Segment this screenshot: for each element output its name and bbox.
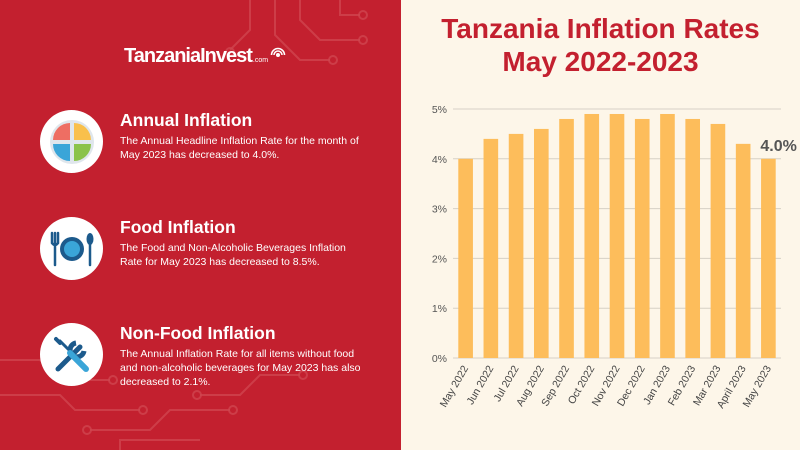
bar — [634, 118, 650, 359]
bar — [660, 113, 675, 358]
bar — [584, 113, 600, 358]
bar — [458, 158, 473, 358]
feature-non-food-inflation: Non-Food Inflation The Annual Inflation … — [40, 323, 380, 393]
feature-title: Annual Inflation — [120, 110, 253, 130]
left-panel: TanzaniaInvest .com Annual Inflation The… — [0, 0, 401, 450]
plate-fork-spoon-icon — [50, 231, 93, 266]
data-label: 4.0% — [760, 138, 796, 155]
bar — [685, 118, 701, 359]
signal-icon — [270, 47, 286, 57]
feature-food-inflation: Food Inflation The Food and Non-Alcoholi… — [40, 217, 380, 287]
bar — [710, 123, 726, 358]
brand-name: TanzaniaInvest — [124, 44, 253, 67]
y-tick-label: 4% — [432, 154, 447, 166]
chart-title-line2: May 2022-2023 — [502, 46, 699, 77]
bar — [735, 143, 751, 358]
feature-icon-circle — [40, 217, 103, 280]
bar — [533, 128, 549, 358]
y-tick-label: 3% — [432, 204, 447, 216]
feature-icon-circle — [40, 110, 103, 173]
bar — [559, 118, 574, 359]
feature-description: The Annual Headline Inflation Rate for t… — [120, 135, 359, 161]
bar — [609, 113, 625, 358]
feature-description: The Annual Inflation Rate for all items … — [120, 348, 361, 388]
bar — [483, 138, 499, 358]
chart-title: Tanzania Inflation Rates May 2022-2023 — [401, 12, 800, 78]
brand-logo: TanzaniaInvest .com — [124, 42, 286, 70]
wrench-screwdriver-icon — [53, 336, 89, 372]
brand-suffix: .com — [252, 56, 269, 64]
feature-title: Food Inflation — [120, 217, 236, 237]
y-tick-label: 2% — [432, 253, 447, 265]
feature-description: The Food and Non-Alcoholic Beverages Inf… — [120, 242, 346, 268]
y-tick-label: 0% — [432, 353, 447, 365]
feature-title: Non-Food Inflation — [120, 323, 276, 343]
feature-annual-inflation: Annual Inflation The Annual Headline Inf… — [40, 110, 380, 180]
chart-title-line1: Tanzania Inflation Rates — [441, 13, 760, 44]
bar — [508, 133, 524, 358]
y-tick-label: 5% — [432, 104, 447, 116]
feature-icon-circle — [40, 323, 103, 386]
bar — [761, 158, 776, 358]
pie-chart-icon — [49, 119, 94, 164]
y-tick-label: 1% — [432, 303, 447, 315]
